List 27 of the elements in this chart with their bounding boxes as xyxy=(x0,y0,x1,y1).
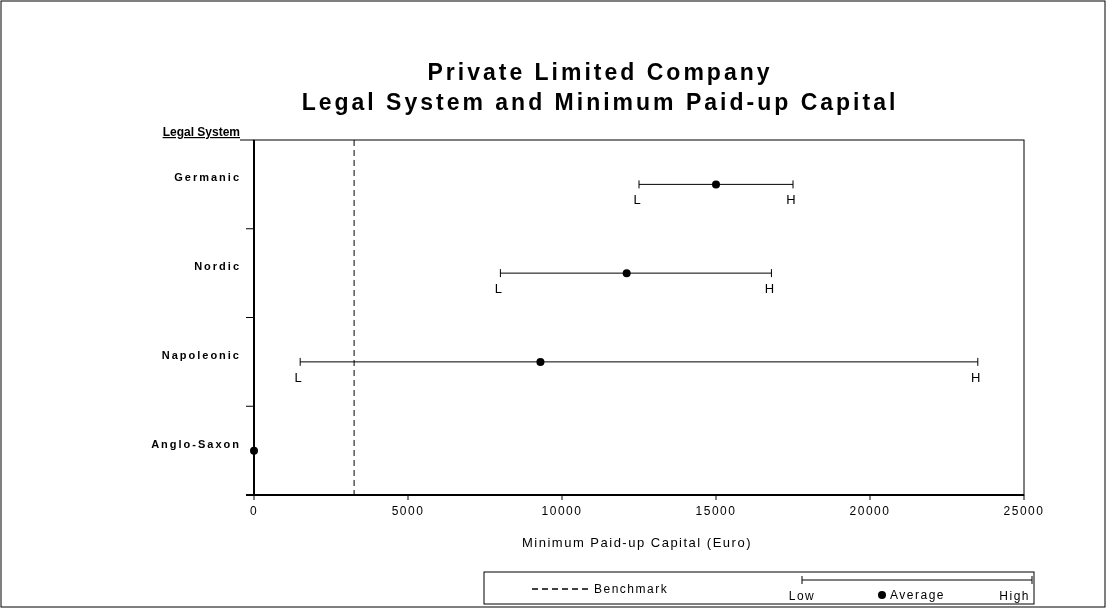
x-tick-label: 15000 xyxy=(695,504,737,518)
x-tick-label: 10000 xyxy=(541,504,583,518)
annotation: H xyxy=(786,192,796,208)
x-tick-label: 20000 xyxy=(849,504,891,518)
y-tick-label: Nordic xyxy=(194,260,241,273)
x-tick-label: 0 xyxy=(249,504,259,518)
annotation: L xyxy=(494,281,503,297)
legend-label: Benchmark xyxy=(594,582,669,596)
chart-title: Private Limited Company Legal System and Minimum Paid-up Capital xyxy=(301,59,899,115)
annotation: H xyxy=(764,281,775,297)
x-axis-title: Minimum Paid-up Capital (Euro) xyxy=(522,535,752,550)
annotation: L xyxy=(294,369,302,385)
text: High xyxy=(999,589,1030,603)
text: Low xyxy=(788,589,816,603)
point xyxy=(536,357,545,366)
y-tick-label: Germanic xyxy=(174,171,241,184)
y-axis-title: Legal System xyxy=(162,125,240,139)
x-tick-label: 5000 xyxy=(391,504,425,518)
point xyxy=(622,269,631,278)
x-tick-label: 25000 xyxy=(1003,504,1045,518)
annotation: H xyxy=(971,369,981,385)
y-tick-label: Anglo-Saxon xyxy=(151,437,241,450)
legend-label: Average xyxy=(890,588,945,602)
point xyxy=(712,180,720,189)
y-tick-label: Napoleonic xyxy=(161,348,241,361)
annotation: L xyxy=(633,192,641,208)
point xyxy=(250,446,258,455)
